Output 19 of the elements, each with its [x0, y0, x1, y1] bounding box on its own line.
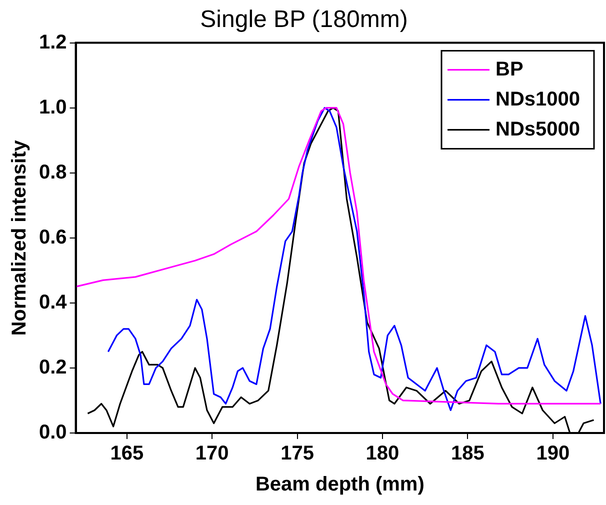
y-tick-label: 0.4	[38, 291, 68, 314]
x-tick-label: 185	[451, 442, 484, 465]
x-tick-label: 165	[110, 442, 144, 465]
x-tick-label: 180	[366, 442, 400, 465]
legend-label: BP	[496, 58, 524, 80]
x-tick-label: 190	[536, 442, 570, 465]
legend-label: NDs1000	[496, 88, 580, 110]
y-tick-label: 0.0	[38, 422, 67, 444]
y-tick-label: 1.2	[38, 31, 67, 54]
y-tick-label: 0.2	[38, 356, 67, 378]
x-axis-title: Beam depth (mm)	[255, 474, 424, 496]
legend-label: NDs5000	[496, 118, 580, 140]
y-tick-label: 1.0	[38, 96, 67, 118]
y-axis-title: Normalized intensity	[8, 139, 31, 336]
x-tick-label: 175	[280, 442, 314, 465]
y-tick-label: 0.8	[38, 161, 67, 184]
y-tick-label: 0.6	[38, 226, 67, 248]
x-tick-label: 170	[195, 442, 229, 465]
chart-title: Single BP (180mm)	[200, 6, 408, 34]
